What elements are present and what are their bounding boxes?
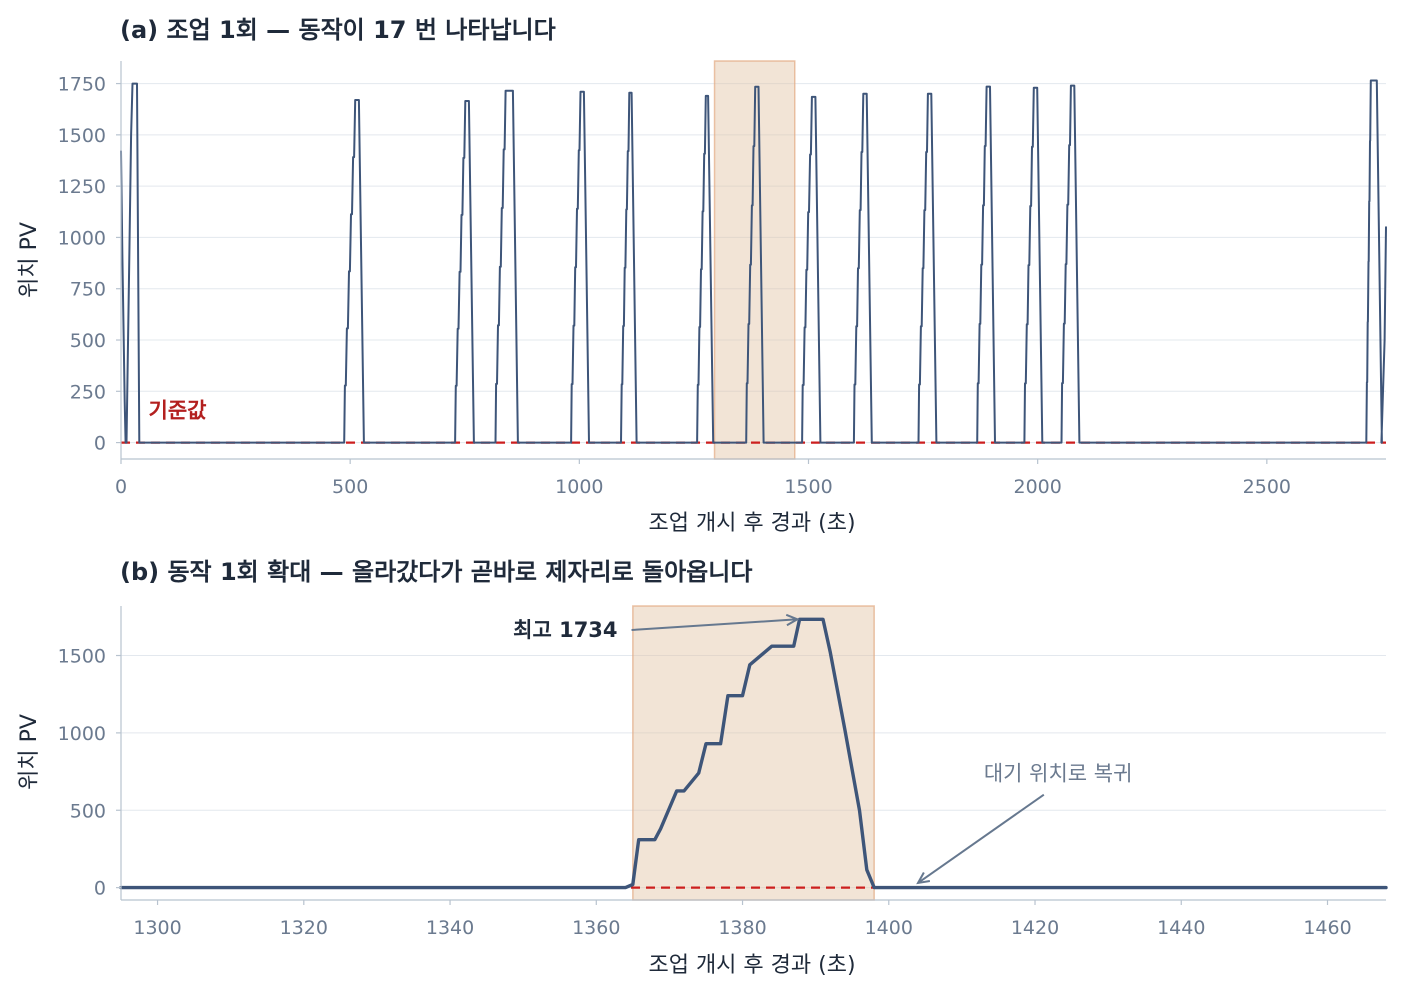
panel-b-x-ticks: 1300 1320 1340 1360 1380 1400 1420 1440 1460	[133, 900, 1352, 939]
return-annotation-label: 대기 위치로 복귀	[984, 762, 1133, 786]
b-x-tick-label: 1300	[133, 917, 181, 939]
panel-b-x-label: 조업 개시 후 경과 (초)	[648, 953, 855, 978]
panel-a-x-ticks: 0 500 1000 1500 2000 2500	[115, 459, 1291, 498]
b-x-tick-label: 1400	[865, 917, 913, 939]
b-x-tick-label: 1380	[718, 917, 766, 939]
a-x-tick-label: 1500	[784, 476, 832, 498]
b-y-tick-label: 1500	[58, 646, 106, 668]
b-x-tick-label: 1420	[1011, 917, 1059, 939]
a-x-tick-label: 2500	[1243, 476, 1291, 498]
b-x-tick-label: 1460	[1303, 917, 1351, 939]
a-x-tick-label: 1000	[555, 476, 603, 498]
b-x-tick-label: 1360	[572, 917, 620, 939]
a-x-tick-label: 500	[332, 476, 368, 498]
panel-b-annotations: 최고 1734 대기 위치로 복귀	[513, 613, 1133, 885]
a-y-tick-label: 750	[70, 279, 106, 301]
peak-annotation-label: 최고 1734	[513, 618, 617, 642]
a-x-tick-label: 2000	[1013, 476, 1061, 498]
b-x-tick-label: 1440	[1157, 917, 1205, 939]
return-annotation-arrow	[917, 793, 1045, 884]
panel-b: (b) 동작 1회 확대 — 올라갔다가 곧바로 제자리로 돌아옵니다 최고 1…	[17, 558, 1388, 978]
a-y-tick-label: 1750	[58, 74, 106, 96]
panel-a-title: (a) 조업 1회 — 동작이 17 번 나타납니다	[120, 16, 556, 44]
a-y-tick-label: 250	[70, 381, 106, 403]
peak-annotation-arrow	[631, 618, 798, 631]
panel-b-highlight-band	[632, 605, 875, 901]
panel-a-series-line	[120, 79, 1387, 444]
a-y-tick-label: 1500	[58, 125, 106, 147]
b-x-tick-label: 1320	[280, 917, 328, 939]
panel-a-axes	[120, 61, 1386, 460]
a-y-tick-label: 1000	[58, 227, 106, 249]
b-x-tick-label: 1340	[426, 917, 474, 939]
panel-b-y-ticks: 0 500 1000 1500	[58, 646, 121, 900]
a-x-tick-label: 0	[115, 476, 127, 498]
return-annotation-arrowhead	[916, 872, 931, 885]
peak-annotation-arrowhead	[785, 613, 800, 627]
a-y-tick-label: 1250	[58, 176, 106, 198]
b-y-tick-label: 0	[94, 878, 106, 900]
panel-a-y-label: 위치 PV	[17, 222, 42, 298]
panel-a-baseline-label: 기준값	[149, 399, 207, 423]
a-y-tick-label: 0	[94, 433, 106, 455]
b-y-tick-label: 1000	[58, 723, 106, 745]
panel-b-y-label: 위치 PV	[17, 714, 42, 790]
panel-a: (a) 조업 1회 — 동작이 17 번 나타납니다 기준값 0 500 1000 1…	[17, 16, 1387, 536]
a-y-tick-label: 500	[70, 330, 106, 352]
panel-b-series-line	[119, 617, 1388, 890]
panel-a-x-label: 조업 개시 후 경과 (초)	[648, 511, 855, 536]
b-y-tick-label: 500	[70, 800, 106, 822]
panel-b-title: (b) 동작 1회 확대 — 올라갔다가 곧바로 제자리로 돌아옵니다	[120, 558, 752, 586]
panel-a-y-ticks: 0 250 500 750 1000 1250 1500 1750	[58, 74, 121, 455]
